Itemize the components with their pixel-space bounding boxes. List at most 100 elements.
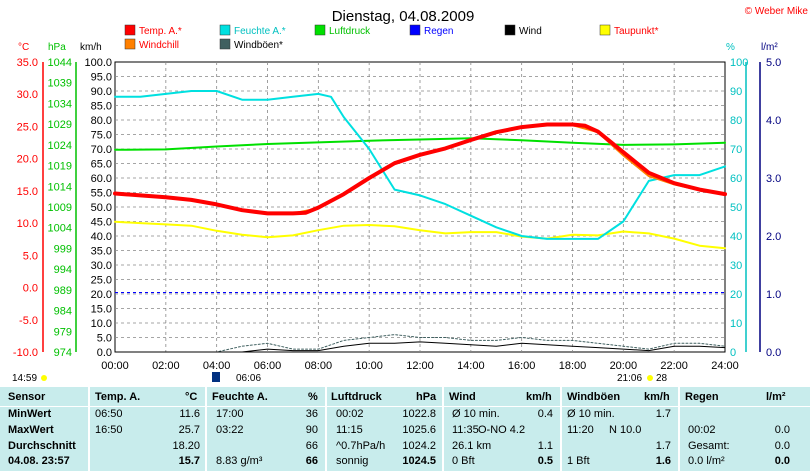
x-tick-label: 08:00	[305, 360, 333, 372]
pressure-tick-label: 1029	[48, 119, 72, 131]
rain-tick-label: 4.0	[766, 115, 781, 127]
table-cell-r-val: 0.0	[774, 424, 790, 436]
temp-tick-label: 30.0	[17, 89, 38, 101]
header-pressure: Luftdruck	[331, 391, 382, 403]
legend-label: Luftdruck	[329, 26, 371, 37]
header-rain-unit: l/m²	[766, 391, 786, 403]
chart-grid: 00:00 02:00 04:00 06:00 08:00 10:00 12:00 14:00…	[101, 61, 739, 372]
legend-swatch	[504, 24, 516, 36]
table-cell-w-time: Ø 10 min.	[452, 408, 500, 420]
legend-label: Windchill	[139, 40, 179, 51]
wind-tick-label: 50.0	[91, 202, 112, 214]
table-cell-r-time: 0.0 l/m²	[688, 455, 725, 467]
humidity-tick-label: 90	[730, 86, 742, 98]
sunrise-icon	[212, 372, 220, 382]
table-cell-r-val: 0.0	[774, 440, 790, 452]
pressure-unit-label: hPa	[48, 42, 66, 53]
temp-tick-label: 0.0	[23, 283, 38, 295]
wind-tick-label: 95.0	[91, 72, 112, 84]
table-cell-t-val: 18.20	[172, 440, 200, 452]
temp-unit-label: °C	[18, 42, 29, 53]
table-cell-t-val: 11.6	[179, 408, 200, 420]
pressure-tick-label: 979	[54, 326, 72, 338]
sun-icon-left	[41, 375, 47, 381]
col-separator	[678, 387, 680, 471]
rain-tick-label: 5.0	[766, 57, 781, 69]
series-line-feuchtea	[114, 90, 726, 240]
wind-tick-label: 35.0	[91, 246, 112, 258]
rain-tick-label: 1.0	[766, 289, 781, 301]
header-temp: Temp. A.	[95, 391, 141, 403]
table-cell-t-time: 06:50	[95, 408, 123, 420]
header-humidity: Feuchte A.	[212, 391, 268, 403]
table-cell-h-time: 17:00	[216, 408, 244, 420]
header-wind: Wind	[449, 391, 476, 403]
x-tick-label: 24:00	[711, 360, 739, 372]
humidity-tick-label: 50	[730, 202, 742, 214]
x-tick-label: 06:00	[254, 360, 282, 372]
table-cell-g-time: Ø 10 min.	[567, 408, 615, 420]
x-tick-label: 16:00	[508, 360, 536, 372]
table-separator	[0, 406, 810, 407]
moon-day: 28	[656, 373, 668, 384]
humidity-tick-label: 20	[730, 289, 742, 301]
wind-tick-label: 60.0	[91, 173, 112, 185]
pressure-tick-label: 984	[54, 306, 72, 318]
wind-tick-label: 15.0	[91, 304, 112, 316]
series-line-luftdruck	[114, 137, 726, 151]
temp-tick-label: 25.0	[17, 121, 38, 133]
wind-tick-label: 65.0	[91, 159, 112, 171]
col-separator	[205, 387, 207, 471]
series-line-taupunkt	[114, 220, 726, 250]
table-cell-p-time: 11:15	[336, 424, 363, 436]
header-temp-unit: °C	[185, 391, 198, 403]
temp-tick-label: 10.0	[17, 218, 38, 230]
wind-tick-label: 55.0	[91, 188, 112, 200]
table-cell-t-time: 16:50	[95, 424, 123, 436]
table-cell-g-val: 1.7	[655, 408, 671, 420]
pressure-tick-label: 994	[54, 264, 72, 276]
x-tick-label: 18:00	[559, 360, 587, 372]
table-cell-h-val: 66	[305, 440, 318, 452]
table-cell-g-val: 1.6	[655, 455, 671, 467]
humidity-tick-label: 40	[730, 231, 742, 243]
table-cell-r-time: 00:02	[688, 424, 716, 436]
pressure-tick-label: 1004	[48, 223, 72, 235]
humidity-tick-label: 10	[730, 318, 742, 330]
wind-tick-label: 5.0	[97, 333, 112, 345]
humidity-tick-label: 70	[730, 144, 742, 156]
wind-tick-label: 40.0	[91, 231, 112, 243]
wind-tick-label: 70.0	[91, 144, 112, 156]
temp-tick-label: 5.0	[23, 250, 38, 262]
temp-tick-label: -5.0	[19, 315, 38, 327]
col-separator	[560, 387, 562, 471]
statistics-table: Sensor Temp. A. °C Feuchte A. % Luftdruc…	[0, 387, 810, 471]
wind-tick-label: 0.0	[97, 347, 112, 359]
table-cell-label: MinWert	[8, 408, 52, 420]
rain-unit-label: l/m²	[761, 42, 778, 53]
header-humidity-unit: %	[308, 391, 318, 403]
header-wind-unit: km/h	[526, 391, 552, 403]
table-cell-p-val: 1024.5	[402, 455, 436, 467]
x-tick-label: 00:00	[101, 360, 129, 372]
rain-tick-label: 3.0	[766, 173, 781, 185]
temp-tick-label: 35.0	[17, 57, 38, 69]
temp-tick-label: -10.0	[13, 347, 38, 359]
chart-title: Dienstag, 04.08.2009	[332, 8, 475, 25]
legend-swatch	[219, 38, 231, 50]
table-cell-p-time: sonnig	[336, 455, 369, 467]
table-cell-h-val: 36	[305, 408, 318, 420]
pressure-tick-label: 1044	[48, 57, 72, 69]
rain-tick-label: 0.0	[766, 347, 781, 359]
x-tick-label: 02:00	[152, 360, 180, 372]
series-line-wind	[114, 341, 726, 353]
table-cell-h-val: 66	[305, 455, 318, 467]
legend-label: Feuchte A.*	[234, 26, 286, 37]
table-cell-label: Durchschnitt	[8, 440, 76, 452]
table-cell-w-time: 26.1 km	[452, 440, 492, 452]
table-cell-g-time: 11:20	[567, 424, 594, 436]
series-line-tempa	[113, 122, 727, 216]
wind-tick-label: 85.0	[91, 101, 112, 113]
temp-tick-label: 15.0	[17, 186, 38, 198]
legend-label: Temp. A.*	[139, 26, 182, 37]
